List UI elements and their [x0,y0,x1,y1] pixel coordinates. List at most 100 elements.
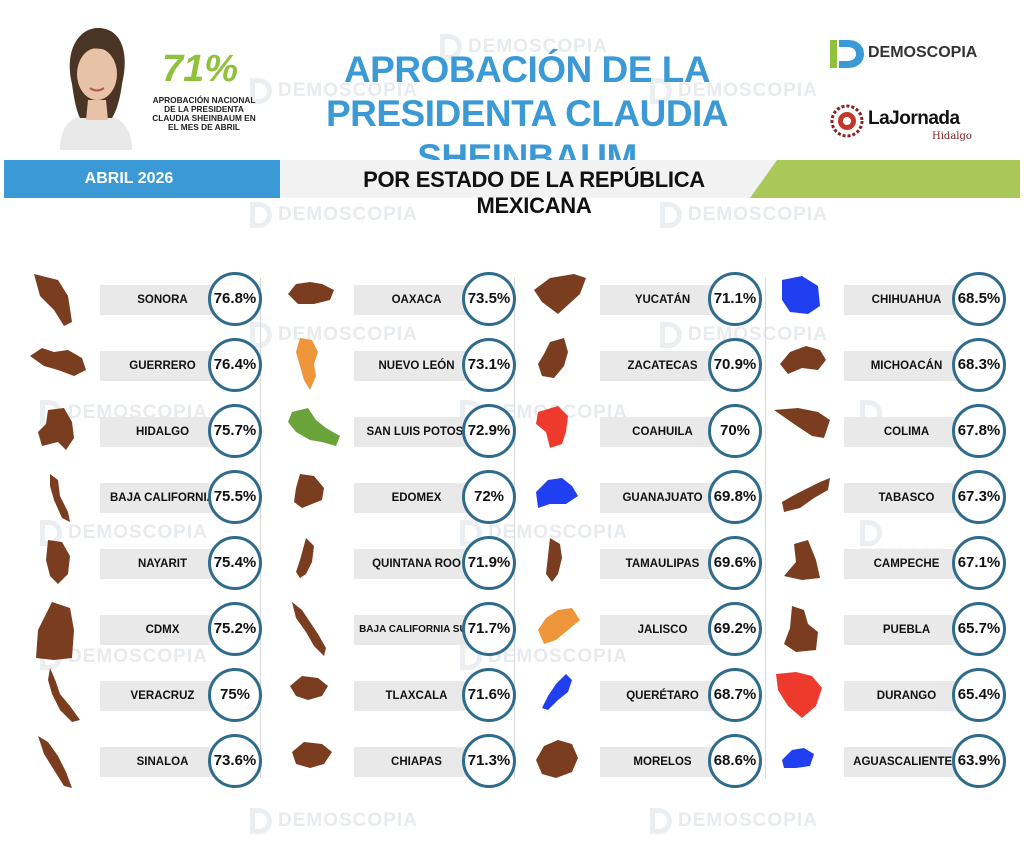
table-row: AGUASCALIENTES 63.9% [772,732,1006,792]
approval-percent-badge: 70.9% [708,338,762,392]
state-name: CDMX [145,624,180,636]
state-shape [290,676,328,700]
band-subtitle: POR ESTADO DE LA REPÚBLICA MEXICANA [363,167,705,218]
state-shape [46,540,70,584]
state-map-icon [536,478,578,508]
column-divider [260,278,261,778]
demoscopia-logo-icon [830,40,864,68]
state-shape [538,338,568,378]
state-shape [38,736,72,788]
state-shape [38,408,74,450]
date-label: ABRIL 2026 [84,170,174,187]
demoscopia-logo: DEMOSCOPIA [826,36,996,72]
state-map-icon [292,742,332,768]
state-map-icon [546,538,562,582]
table-row: CAMPECHE 67.1% [772,534,1006,594]
table-row: GUERRERO 76.4% [28,336,262,396]
state-shape [288,408,340,446]
state-shape [36,602,74,660]
state-shape [536,478,578,508]
state-map-icon [38,736,72,788]
band-blue-section [4,160,304,198]
column-divider [514,278,515,778]
approval-percent-badge: 68.7% [708,668,762,722]
title-line-1: APROBACIÓN DE LA [343,49,711,90]
state-map-icon [538,608,580,644]
table-row: CHIHUAHUA 68.5% [772,270,1006,330]
state-name: CHIHUAHUA [871,294,942,306]
state-map-icon [538,338,568,378]
state-map-icon [288,282,334,304]
approval-percent-badge: 75.2% [208,602,262,656]
approval-percent-badge: 73.1% [462,338,516,392]
state-name: SONORA [137,294,188,306]
watermark: DEMOSCOPIA [660,202,828,228]
state-shape [50,474,70,522]
state-name: QUERÉTARO [626,690,699,702]
state-name: TAMAULIPAS [625,558,700,570]
table-row: YUCATÁN 71.1% [528,270,762,330]
national-approval-caption: APROBACIÓN NACIONAL DE LA PRESIDENTA CLA… [152,95,256,132]
state-map-icon [50,474,70,522]
state-map-icon [292,602,326,656]
approval-percent-badge: 71.6% [462,668,516,722]
state-name: COLIMA [883,426,930,438]
band-green-section [750,160,1020,198]
approval-percent-badge: 67.8% [952,404,1006,458]
state-shape [536,740,578,778]
watermark: DEMOSCOPIA [440,34,608,60]
table-row: SONORA 76.8% [28,270,262,330]
state-shape [782,276,820,314]
table-row: NUEVO LEÓN 73.1% [282,336,516,396]
approval-percent-badge: 75.7% [208,404,262,458]
state-name: QUINTANA ROO [372,558,461,570]
state-map-icon [776,672,822,718]
table-row: DURANGO 65.4% [772,666,1006,726]
la-jornada-logo-text: LaJornada [868,108,960,129]
state-shape [30,348,86,376]
table-row: TAMAULIPAS 69.6% [528,534,762,594]
state-map-icon [782,276,820,314]
state-shape [538,608,580,644]
state-shape [292,602,326,656]
approval-percent-badge: 71.1% [708,272,762,326]
national-approval-percent: 71% [161,48,239,90]
watermark: DEMOSCOPIA [250,202,418,228]
approval-percent-badge: 71.3% [462,734,516,788]
state-map-icon [536,740,578,778]
demoscopia-logo-text: DEMOSCOPIA [868,44,978,61]
watermark: DEMOSCOPIA [650,808,818,834]
approval-percent-badge: 68.6% [708,734,762,788]
approval-percent-badge: 75.4% [208,536,262,590]
la-jornada-logo: LaJornada Hidalgo [830,104,990,148]
table-row: NAYARIT 75.4% [28,534,262,594]
table-row: VERACRUZ 75% [28,666,262,726]
watermark: DEMOSCOPIA [250,78,418,104]
table-row: TLAXCALA 71.6% [282,666,516,726]
state-name: COAHUILA [632,426,693,438]
state-shape [294,474,324,508]
watermark: DEMOSCOPIA [250,808,418,834]
table-row: HIDALGO 75.7% [28,402,262,462]
table-row: CHIAPAS 71.3% [282,732,516,792]
approval-percent-badge: 67.3% [952,470,1006,524]
state-name: TLAXCALA [385,690,448,702]
approval-percent-badge: 76.4% [208,338,262,392]
state-name: TABASCO [878,492,935,504]
state-shape [784,540,820,580]
state-name: CHIAPAS [391,756,442,768]
state-map-icon [534,274,586,314]
state-name: NAYARIT [138,558,187,570]
state-name: DURANGO [876,690,937,702]
state-map-icon [536,406,568,448]
state-map-icon [784,606,818,652]
state-name: AGUASCALIENTES [853,756,960,768]
president-portrait [60,28,132,150]
table-row: OAXACA 73.5% [282,270,516,330]
state-map-icon [782,748,814,768]
approval-percent-badge: 69.6% [708,536,762,590]
table-row: COAHUILA 70% [528,402,762,462]
state-map-icon [30,348,86,376]
state-name: BAJA CALIFORNIA [110,492,215,504]
state-shape [780,346,826,374]
